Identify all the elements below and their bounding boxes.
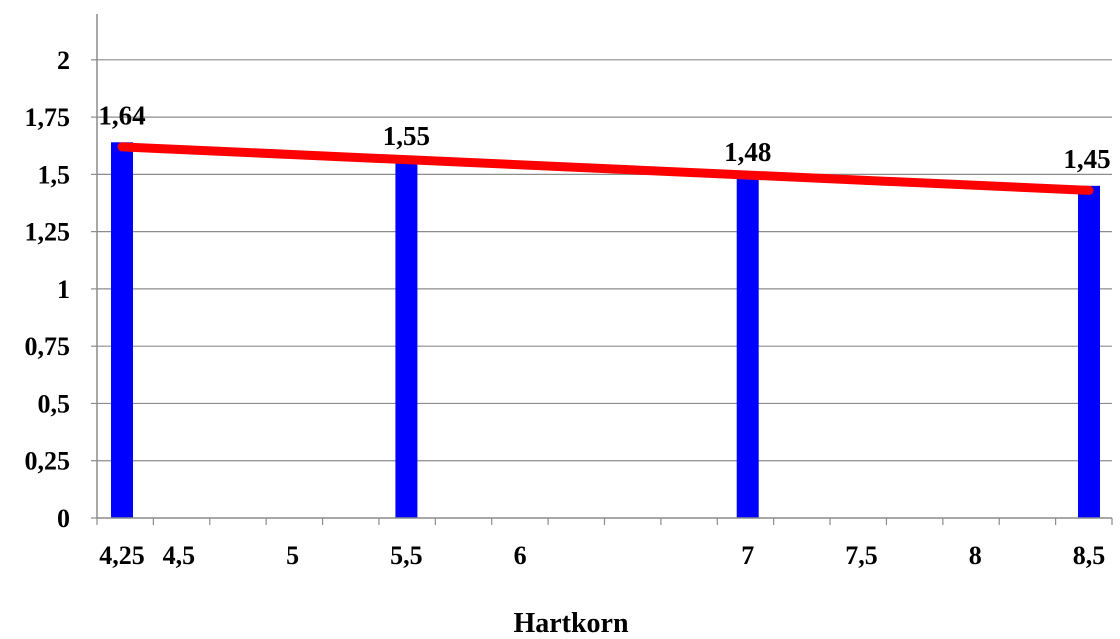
bar xyxy=(111,142,133,519)
y-tick-label: 0,25 xyxy=(25,447,71,476)
y-tick-label: 1,5 xyxy=(38,160,71,189)
data-label: 1,48 xyxy=(724,137,771,167)
x-axis-title: Hartkorn xyxy=(513,608,629,639)
data-label: 1,64 xyxy=(98,100,145,130)
bar xyxy=(1078,185,1100,518)
labels: 0 0,25 0,5 0,75 1 1,25 1,5 1,75 2 4,25 4,5 5 5,5 6 7 7,… xyxy=(25,46,1111,570)
y-tick-label: 1,25 xyxy=(25,218,71,247)
y-tick-label: 0,75 xyxy=(25,332,71,361)
x-tick-label: 8 xyxy=(969,541,982,570)
x-tick-label: 8,5 xyxy=(1073,541,1106,570)
data-label: 1,45 xyxy=(1063,144,1110,174)
x-tick-label: 7,5 xyxy=(845,541,878,570)
x-tick-label: 4,5 xyxy=(163,541,196,570)
bar xyxy=(395,162,418,518)
bars xyxy=(111,142,1100,519)
x-tick-label: 5 xyxy=(286,541,299,570)
trend-line-group xyxy=(117,142,1094,195)
y-tick-label: 2 xyxy=(57,46,70,75)
trend-line xyxy=(117,142,1094,195)
axes xyxy=(91,14,1113,525)
bar xyxy=(736,178,759,519)
x-tick-label: 4,25 xyxy=(99,541,145,570)
y-tick-label: 1,75 xyxy=(25,103,71,132)
y-tick-label: 1 xyxy=(57,275,70,304)
x-tick-label: 7 xyxy=(741,541,754,570)
data-label: 1,55 xyxy=(383,121,430,151)
grid xyxy=(97,59,1112,462)
y-tick-label: 0,5 xyxy=(38,389,71,418)
y-tick-label: 0 xyxy=(57,504,70,533)
x-tick-label: 6 xyxy=(514,541,527,570)
x-tick-label: 5,5 xyxy=(390,541,423,570)
